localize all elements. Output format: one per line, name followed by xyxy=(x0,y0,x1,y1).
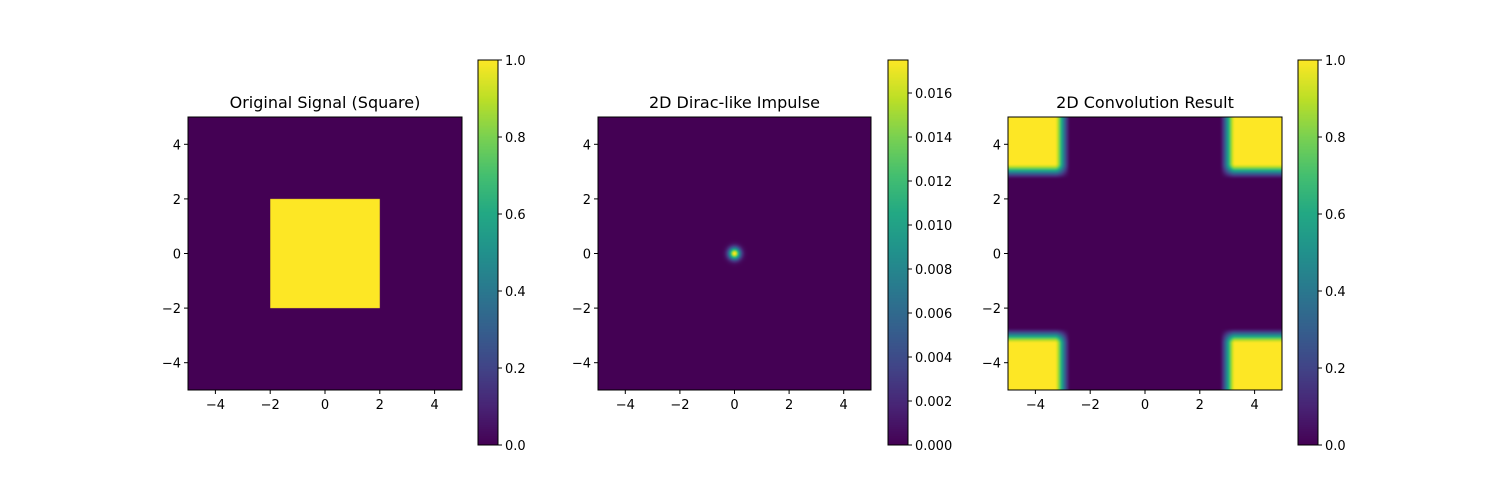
colorbar-tick-label: 0.006 xyxy=(915,307,952,322)
colorbar-tick-label: 0.2 xyxy=(505,362,526,377)
y-tick-label: 4 xyxy=(583,138,591,153)
colorbar-tick-label: 0.002 xyxy=(915,395,952,410)
colorbar-tick-label: 0.014 xyxy=(915,131,952,146)
heatmap-image xyxy=(598,117,871,390)
heatmap-image xyxy=(1008,117,1282,390)
x-tick-label: −2 xyxy=(261,398,280,413)
y-tick-label: 0 xyxy=(583,248,591,263)
x-tick-label: −4 xyxy=(206,398,225,413)
y-tick-label: −2 xyxy=(572,302,591,317)
colorbar-tick-label: 0.0 xyxy=(1325,439,1346,454)
x-tick-label: −2 xyxy=(1081,398,1100,413)
x-tick-label: 2 xyxy=(376,398,384,413)
y-tick-label: 4 xyxy=(173,138,181,153)
colorbar-tick-label: 1.0 xyxy=(505,54,526,69)
colorbar-tick-label: 0.016 xyxy=(915,87,952,102)
colorbar-tick-label: 0.8 xyxy=(505,131,526,146)
heatmap-image xyxy=(188,117,462,390)
x-tick-label: 4 xyxy=(1250,398,1258,413)
chart-title: Original Signal (Square) xyxy=(230,93,421,112)
x-tick-label: 0 xyxy=(321,398,329,413)
colorbar-tick-label: 0.008 xyxy=(915,263,952,278)
y-tick-label: 0 xyxy=(173,248,181,263)
y-tick-label: −4 xyxy=(982,357,1001,372)
colorbar-tick-label: 0.2 xyxy=(1325,362,1346,377)
x-tick-label: 4 xyxy=(430,398,438,413)
chart-title: 2D Dirac-like Impulse xyxy=(649,93,820,112)
x-tick-label: 2 xyxy=(1196,398,1204,413)
x-tick-label: −2 xyxy=(670,398,689,413)
colorbar-frame xyxy=(477,59,499,446)
x-tick-label: −4 xyxy=(1026,398,1045,413)
x-tick-label: 0 xyxy=(1141,398,1149,413)
y-tick-label: 2 xyxy=(993,193,1001,208)
colorbar-tick-label: 0.6 xyxy=(505,208,526,223)
y-tick-label: −4 xyxy=(162,357,181,372)
panel-2: 2D Dirac-like Impulse −4 −2 0 2 4 −4 −2 0 2 4 0.000… xyxy=(572,59,952,454)
panel-1: Original Signal (Square) −4 −2 0 2 4 −4 −2 0 2 4 0.… xyxy=(162,54,526,454)
y-tick-label: 2 xyxy=(583,193,591,208)
colorbar-tick-label: 1.0 xyxy=(1325,54,1346,69)
y-tick-label: 4 xyxy=(993,138,1001,153)
colorbar-tick-label: 0.0 xyxy=(505,439,526,454)
x-tick-label: −4 xyxy=(616,398,635,413)
y-tick-label: 0 xyxy=(993,248,1001,263)
panel-3: 2D Convolution Result −4 −2 0 2 4 −4 −2 0 2 4 0.0 0.… xyxy=(982,54,1346,454)
colorbar-tick-label: 0.4 xyxy=(505,285,526,300)
colorbar-tick-label: 0.000 xyxy=(915,439,952,454)
colorbar-frame xyxy=(1297,59,1319,446)
chart-title: 2D Convolution Result xyxy=(1056,93,1234,112)
y-tick-label: 2 xyxy=(173,193,181,208)
colorbar xyxy=(888,60,908,445)
x-tick-label: 0 xyxy=(730,398,738,413)
y-tick-label: −4 xyxy=(572,357,591,372)
colorbar-tick-label: 0.4 xyxy=(1325,285,1346,300)
colorbar-tick-label: 0.012 xyxy=(915,175,952,190)
colorbar-frame xyxy=(887,59,909,446)
colorbar-tick-label: 0.010 xyxy=(915,219,952,234)
y-tick-label: −2 xyxy=(982,302,1001,317)
y-tick-label: −2 xyxy=(162,302,181,317)
colorbar xyxy=(478,60,498,445)
colorbar-tick-label: 0.004 xyxy=(915,351,952,366)
colorbar-tick-label: 0.6 xyxy=(1325,208,1346,223)
colorbar-tick-label: 0.8 xyxy=(1325,131,1346,146)
x-tick-label: 4 xyxy=(840,398,848,413)
colorbar xyxy=(1298,60,1318,445)
x-tick-label: 2 xyxy=(785,398,793,413)
